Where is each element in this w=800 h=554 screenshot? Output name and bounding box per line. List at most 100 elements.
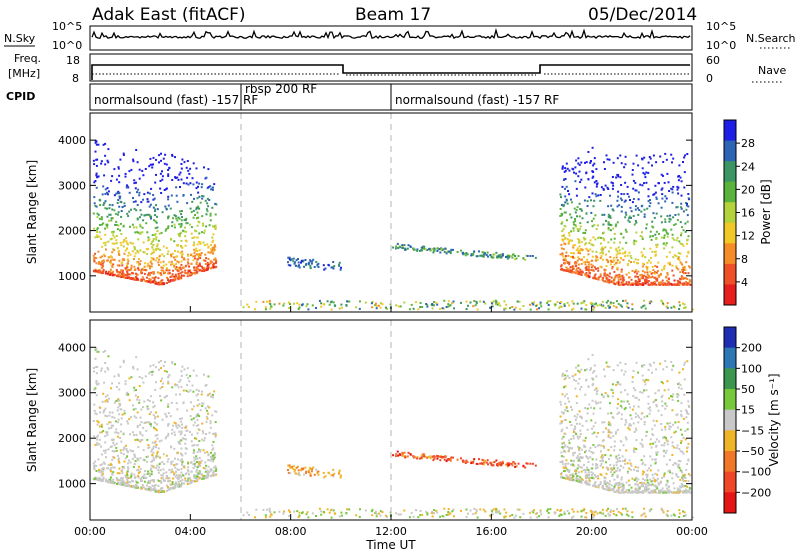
power-echo <box>418 249 421 252</box>
velocity-echo <box>599 460 602 462</box>
velocity-echo <box>439 459 442 462</box>
velocity-echo <box>628 489 630 492</box>
velocity-echo <box>636 414 639 417</box>
power-echo <box>559 208 562 210</box>
power-echo <box>668 190 671 192</box>
power-echo <box>681 226 684 229</box>
velocity-echo <box>153 486 156 489</box>
velocity-echo <box>180 430 183 433</box>
velocity-echo <box>102 467 105 470</box>
power-echo <box>580 307 583 310</box>
velocity-echo <box>653 489 656 491</box>
power-echo <box>568 193 571 196</box>
velocity-echo <box>661 400 664 403</box>
power-echo <box>192 259 195 262</box>
power-echo <box>348 300 351 303</box>
power-echo <box>607 304 610 307</box>
power-echo <box>632 241 635 244</box>
power-echo <box>687 250 690 253</box>
velocity-echo <box>132 367 135 370</box>
velocity-echo <box>616 412 619 415</box>
power-echo <box>495 251 498 254</box>
velocity-echo <box>172 424 174 427</box>
velocity-echo <box>106 480 109 483</box>
power-echo <box>584 186 587 189</box>
velocity-echo <box>681 433 684 436</box>
power-echo <box>588 271 591 274</box>
velocity-echo <box>191 384 194 387</box>
power-echo <box>199 241 202 244</box>
power-echo <box>589 161 592 164</box>
power-echo <box>172 217 174 220</box>
power-echo <box>645 227 648 230</box>
velocity-echo <box>631 490 634 493</box>
velocity-echo <box>130 376 133 379</box>
velocity-echo <box>562 476 565 479</box>
power-echo <box>209 251 212 254</box>
power-echo <box>599 257 602 259</box>
velocity-echo <box>587 358 590 361</box>
power-echo <box>379 306 382 309</box>
velocity-echo <box>640 481 643 484</box>
velocity-echo <box>146 484 148 487</box>
power-echo <box>612 302 615 305</box>
velocity-echo <box>626 462 629 465</box>
velocity-echo <box>193 463 196 466</box>
velocity-echo <box>674 421 677 424</box>
power-echo <box>193 269 196 272</box>
power-echo <box>597 267 600 270</box>
power-echo <box>675 266 678 269</box>
power-echo <box>105 224 108 227</box>
power-echo <box>601 249 604 252</box>
velocity-echo <box>133 454 136 457</box>
velocity-echo <box>171 362 174 365</box>
power-echo <box>648 276 651 279</box>
power-echo <box>205 176 208 179</box>
power-echo <box>177 277 179 280</box>
power-echo <box>199 263 201 266</box>
power-echo <box>136 191 138 194</box>
velocity-echo <box>127 451 129 454</box>
power-echo <box>201 267 204 269</box>
power-echo <box>158 255 161 258</box>
velocity-echo <box>684 361 687 364</box>
power-echo <box>139 209 142 212</box>
power-echo <box>160 280 163 283</box>
power-echo <box>547 300 549 303</box>
power-echo <box>112 217 114 220</box>
power-echo <box>644 282 647 285</box>
power-echo <box>558 306 561 309</box>
power-echo <box>496 256 498 259</box>
velocity-echo <box>679 485 681 488</box>
power-echo <box>193 197 195 200</box>
power-echo <box>164 153 167 156</box>
power-echo <box>648 156 651 158</box>
power-echo <box>561 165 564 168</box>
velocity-echo <box>201 422 204 425</box>
power-echo <box>317 262 320 265</box>
velocity-echo <box>190 470 193 473</box>
velocity-echo <box>123 460 126 463</box>
power-echo <box>93 181 96 184</box>
velocity-echo <box>138 470 141 473</box>
velocity-echo <box>666 481 669 484</box>
velocity-echo <box>142 458 145 461</box>
power-echo <box>163 162 166 165</box>
power-echo <box>653 216 656 219</box>
velocity-echo <box>183 368 186 371</box>
power-echo <box>159 281 162 284</box>
velocity-echo <box>150 479 153 482</box>
power-echo <box>139 225 142 228</box>
velocity-echo <box>113 444 116 447</box>
power-colorbar-tick-label-4: 20 <box>741 183 755 196</box>
velocity-echo <box>109 462 112 465</box>
velocity-echo <box>679 450 682 453</box>
velocity-echo <box>159 489 162 492</box>
velocity-echo <box>140 408 143 411</box>
power-echo <box>173 226 176 229</box>
velocity-echo <box>204 467 207 470</box>
velocity-echo <box>102 411 105 414</box>
power-echo <box>164 229 167 232</box>
velocity-echo <box>574 470 577 473</box>
power-echo <box>572 302 575 305</box>
